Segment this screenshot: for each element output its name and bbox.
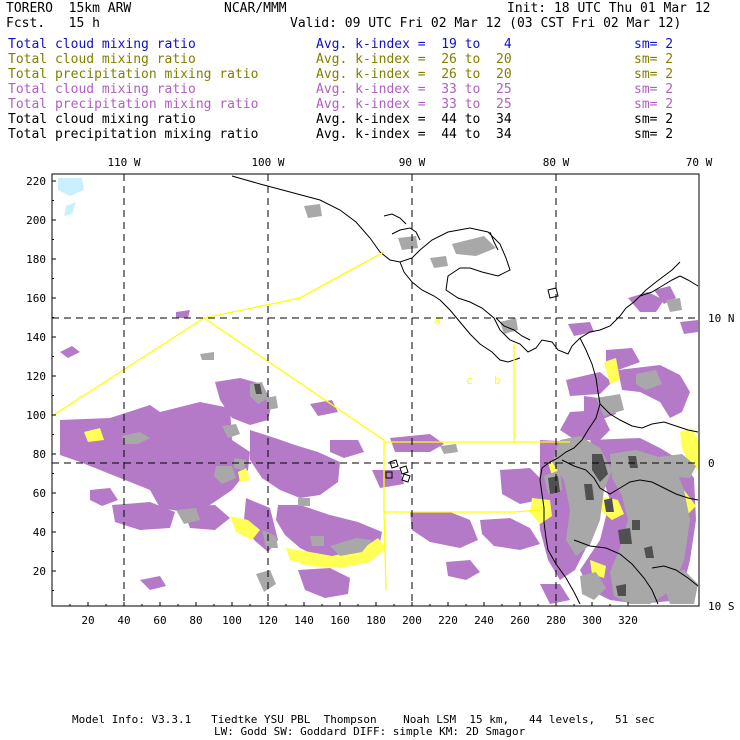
legend-kindex: Avg. k-index = 44 to 34 — [316, 112, 512, 127]
right-axis-labels: 10 N 0 10 S — [708, 312, 735, 613]
left-axis-labels: 220 200 180 160 140 120 100 80 60 40 20 — [26, 175, 46, 578]
center-title: NCAR/MMM — [224, 1, 287, 16]
y-tick-label: 120 — [26, 370, 46, 383]
x-tick-label: 200 — [402, 614, 422, 627]
legend-field: Total cloud mixing ratio — [8, 52, 196, 67]
latitude-label: 10 S — [708, 600, 735, 613]
legend-sm: sm= 2 — [634, 82, 674, 97]
valid-time: Valid: 09 UTC Fri 02 Mar 12 (03 CST Fri … — [290, 16, 682, 31]
x-tick-label: 180 — [366, 614, 386, 627]
cyan-patch — [58, 178, 84, 196]
y-tick-label: 160 — [26, 292, 46, 305]
y-tick-label: 100 — [26, 409, 46, 422]
x-tick-label: 20 — [81, 614, 94, 627]
legend-kindex: Avg. k-index = 33 to 25 — [316, 82, 512, 97]
forecast-hour: Fcst. 15 h — [6, 16, 100, 31]
legend-sm: sm= 2 — [634, 97, 674, 112]
legend-sm: sm= 2 — [634, 37, 674, 52]
legend-field: Total cloud mixing ratio — [8, 112, 196, 127]
x-tick-label: 280 — [546, 614, 566, 627]
gray-cloud-areas — [122, 204, 698, 604]
legend-field: Total precipitation mixing ratio — [8, 67, 259, 82]
x-tick-label: 160 — [330, 614, 350, 627]
y-tick-label: 220 — [26, 175, 46, 188]
init-time: Init: 18 UTC Thu 01 Mar 12 — [507, 1, 711, 16]
map-fields: c b a — [52, 174, 699, 606]
legend-kindex: Avg. k-index = 33 to 25 — [316, 97, 512, 112]
coastlines — [231, 175, 699, 605]
latitude-label: 0 — [708, 457, 715, 470]
legend-field: Total precipitation mixing ratio — [8, 97, 259, 112]
model-info-line1: Model Info: V3.3.1 Tiedtke YSU PBL Thomp… — [72, 713, 655, 726]
longitude-label: 70 W — [686, 156, 713, 169]
domain-label-a: a — [434, 314, 441, 327]
x-tick-label: 100 — [222, 614, 242, 627]
domain-label-b: b — [494, 374, 501, 387]
x-tick-label: 60 — [153, 614, 166, 627]
y-tick-label: 180 — [26, 253, 46, 266]
x-tick-label: 220 — [438, 614, 458, 627]
top-axis-labels: 110 W 100 W 90 W 80 W 70 W — [107, 156, 712, 169]
x-tick-label: 240 — [474, 614, 494, 627]
domain-boundaries — [52, 251, 570, 591]
legend-field: Total cloud mixing ratio — [8, 82, 196, 97]
longitude-label: 90 W — [399, 156, 426, 169]
lat-lon-grid — [52, 174, 699, 606]
x-tick-label: 140 — [294, 614, 314, 627]
legend-sm: sm= 2 — [634, 112, 674, 127]
axis-ticks — [52, 180, 629, 606]
x-tick-label: 80 — [189, 614, 202, 627]
legend-field: Total precipitation mixing ratio — [8, 127, 259, 142]
bottom-axis-labels: 20 40 60 80 100 120 140 160 180 200 220 240 260 280 30… — [81, 614, 638, 627]
dark-cloud-cores — [254, 384, 654, 596]
legend-kindex: Avg. k-index = 26 to 20 — [316, 52, 512, 67]
y-tick-label: 200 — [26, 214, 46, 227]
legend-field: Total cloud mixing ratio — [8, 37, 196, 52]
domain-label-c: c — [466, 374, 473, 387]
y-tick-label: 60 — [33, 487, 46, 500]
x-tick-label: 300 — [582, 614, 602, 627]
purple-cloud-areas — [60, 286, 698, 604]
y-tick-label: 20 — [33, 565, 46, 578]
y-tick-label: 140 — [26, 331, 46, 344]
legend-kindex: Avg. k-index = 19 to 4 — [316, 37, 512, 52]
longitude-label: 100 W — [251, 156, 284, 169]
x-tick-label: 320 — [618, 614, 638, 627]
legend-sm: sm= 2 — [634, 127, 674, 142]
legend-sm: sm= 2 — [634, 67, 674, 82]
legend-kindex: Avg. k-index = 26 to 20 — [316, 67, 512, 82]
x-tick-label: 260 — [510, 614, 530, 627]
model-info-line2: LW: Godd SW: Goddard DIFF: simple KM: 2D… — [214, 725, 526, 738]
longitude-label: 110 W — [107, 156, 140, 169]
x-tick-label: 120 — [258, 614, 278, 627]
y-tick-label: 40 — [33, 526, 46, 539]
cyan-patch-2 — [64, 202, 76, 216]
legend-kindex: Avg. k-index = 44 to 34 — [316, 127, 512, 142]
latitude-label: 10 N — [708, 312, 735, 325]
legend-sm: sm= 2 — [634, 52, 674, 67]
y-tick-label: 80 — [33, 448, 46, 461]
longitude-label: 80 W — [543, 156, 570, 169]
x-tick-label: 40 — [117, 614, 130, 627]
model-title: TORERO 15km ARW — [6, 1, 132, 16]
